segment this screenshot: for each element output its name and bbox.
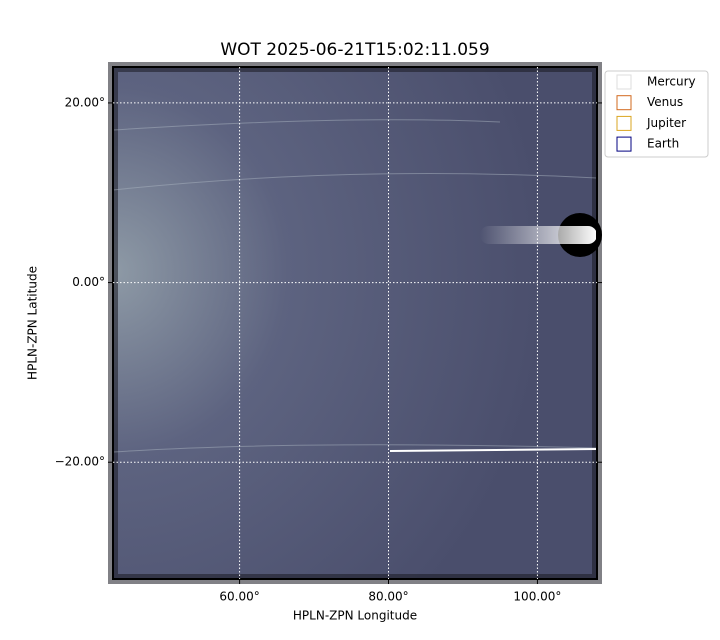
legend xyxy=(604,70,709,158)
legend-label: Earth xyxy=(647,137,679,151)
legend-label: Venus xyxy=(647,95,683,109)
legend-marker xyxy=(616,136,632,152)
legend-label: Mercury xyxy=(647,75,696,89)
x-tick-label: 60.00° xyxy=(219,590,259,604)
legend-label: Jupiter xyxy=(646,116,686,130)
y-tick-label: 20.00° xyxy=(65,95,105,109)
x-tick-label: 100.00° xyxy=(513,590,561,604)
bright-trail xyxy=(389,448,598,452)
legend-marker xyxy=(616,74,632,90)
legend-marker xyxy=(616,115,632,131)
x-axis-label: HPLN-ZPN Longitude xyxy=(293,609,417,623)
image-field xyxy=(113,67,597,579)
y-axis-label: HPLN-ZPN Latitude xyxy=(26,266,40,380)
image-streaks xyxy=(112,119,598,453)
x-tick-label: 80.00° xyxy=(368,590,408,604)
legend-marker xyxy=(616,95,632,111)
bright-streak xyxy=(480,226,597,244)
y-tick-label: −20.00° xyxy=(55,455,105,469)
plot-frame xyxy=(112,66,598,580)
y-tick-label: 0.00° xyxy=(72,275,105,289)
chart-title: WOT 2025-06-21T15:02:11.059 xyxy=(220,40,489,60)
